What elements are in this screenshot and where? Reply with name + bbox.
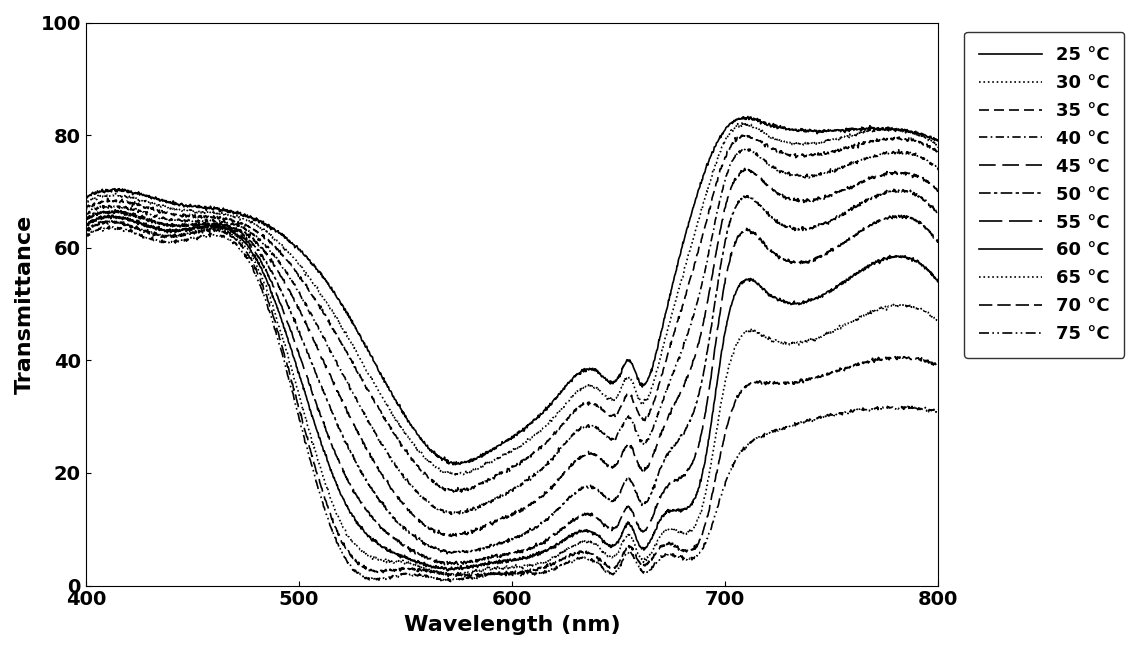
Legend: 25 °C, 30 °C, 35 °C, 40 °C, 45 °C, 50 °C, 55 °C, 60 °C, 65 °C, 70 °C, 75 °C: 25 °C, 30 °C, 35 °C, 40 °C, 45 °C, 50 °C… xyxy=(964,32,1124,358)
Y-axis label: Transmittance: Transmittance xyxy=(15,214,35,394)
X-axis label: Wavelength (nm): Wavelength (nm) xyxy=(404,615,620,635)
